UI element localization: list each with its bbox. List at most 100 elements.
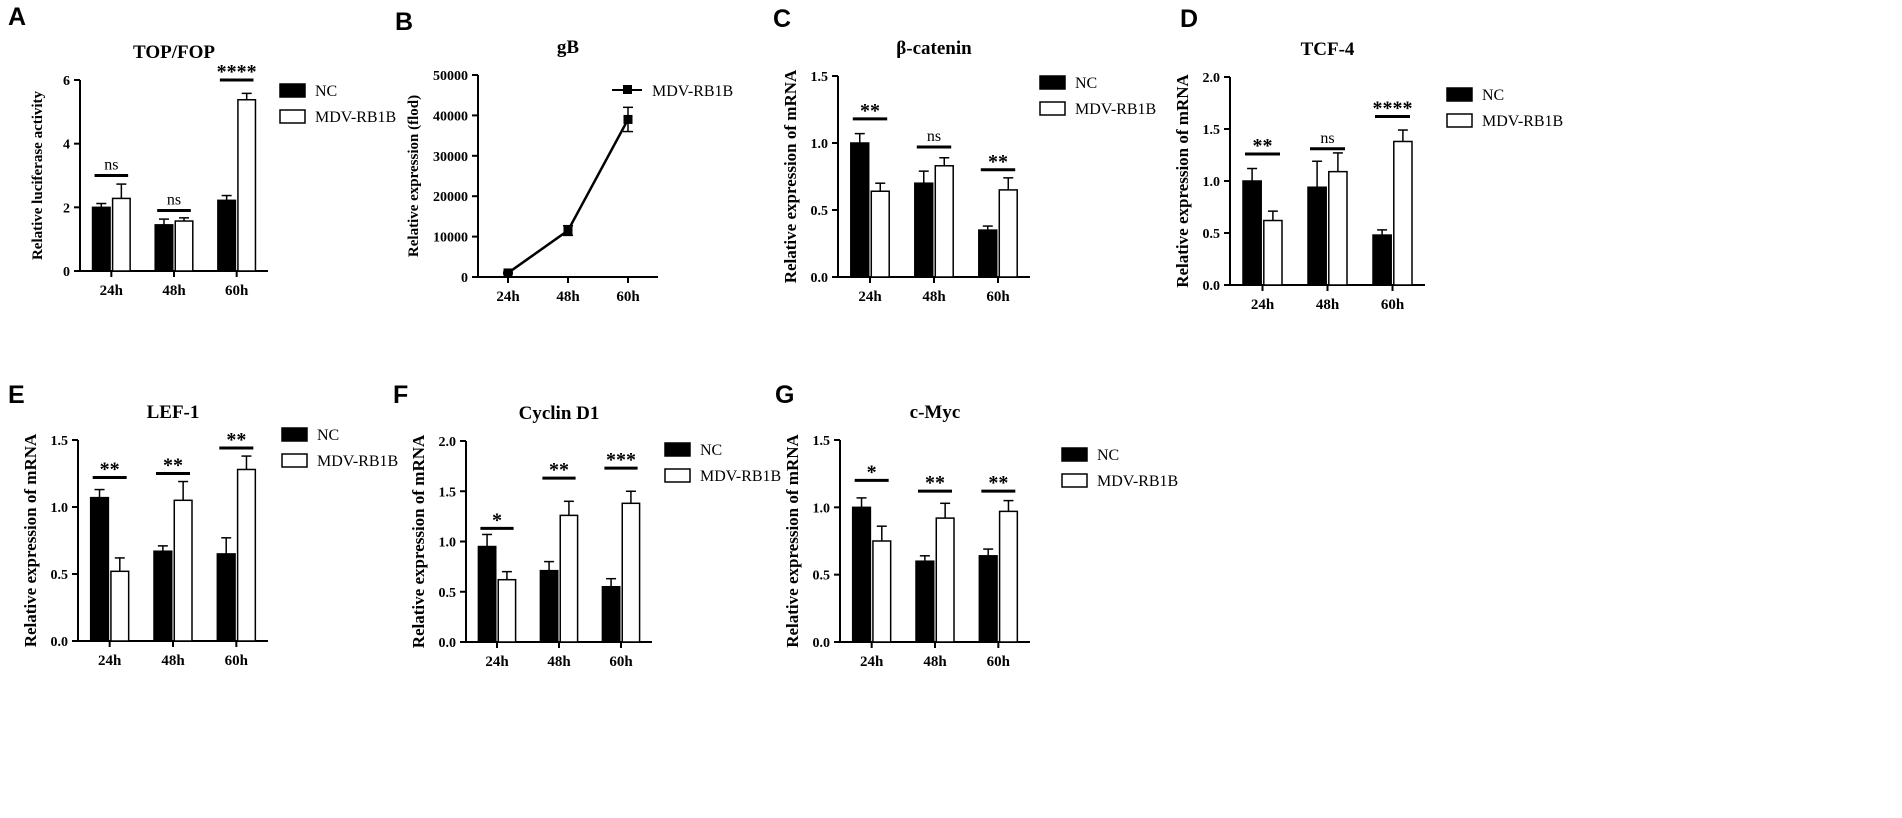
legend-label: NC	[1097, 447, 1119, 464]
y-tick-label: 0.0	[811, 271, 829, 286]
panel-f: F Cyclin D1 0.0 0.5 1.0 1.5 2.0 Relative expres…	[393, 381, 781, 670]
y-tick-label: 0.0	[1203, 279, 1221, 294]
bar-nc	[851, 506, 872, 643]
y-tick-label: 1.0	[51, 501, 69, 516]
legend-marker	[623, 85, 632, 94]
legend-swatch-nc	[279, 83, 306, 98]
x-tick-label: 24h	[858, 289, 882, 305]
significance-label: **	[925, 472, 945, 494]
y-axis-label: Relative expression (flod)	[406, 95, 422, 257]
bar-mdv-rb1b	[559, 514, 579, 643]
y-tick-label: 20000	[433, 190, 468, 205]
significance-label: **	[988, 472, 1008, 494]
bar-mdv-rb1b	[1263, 219, 1283, 286]
panel-letter: G	[775, 381, 794, 409]
bar-mdv-rb1b	[998, 510, 1019, 643]
y-axis-label: Relative expression of mRNA	[783, 433, 802, 647]
legend-swatch-nc	[281, 427, 308, 442]
x-tick-label: 48h	[161, 653, 185, 669]
bars	[91, 92, 257, 272]
y-tick-label: 1.5	[813, 434, 831, 449]
x-tick-label: 24h	[98, 653, 122, 669]
bars	[850, 132, 1018, 278]
x-tick-label: 24h	[860, 654, 884, 670]
x-tick-label: 60h	[225, 653, 249, 669]
bars	[851, 497, 1019, 643]
legend-label: MDV-RB1B	[700, 468, 781, 485]
legend-label: MDV-RB1B	[315, 109, 396, 126]
y-axis-label: Relative expression of mRNA	[21, 433, 40, 647]
legend-swatch-nc	[1039, 75, 1066, 90]
chart-title: gB	[557, 37, 580, 58]
panel-c: Cβ-catenin 0.0 0.5 1.0 1.5 Relative expressio…	[773, 5, 1156, 305]
legend-label: NC	[700, 442, 722, 459]
bars	[1242, 129, 1413, 286]
significance-label: **	[100, 459, 120, 481]
bar-nc	[153, 550, 173, 642]
x-tick-label: 60h	[616, 289, 640, 305]
y-tick-label: 1.5	[51, 434, 69, 449]
chart-title: β-catenin	[896, 38, 972, 59]
legend-label: NC	[315, 83, 337, 100]
x-tick-label: 24h	[496, 289, 520, 305]
bar-mdv-rb1b	[497, 578, 517, 643]
x-tick-label: 60h	[987, 654, 1011, 670]
legend-swatch-mdv-rb1b	[279, 109, 306, 124]
legend-label: MDV-RB1B	[1097, 473, 1178, 490]
x-tick-label: 24h	[100, 283, 124, 299]
bar-mdv-rb1b	[173, 499, 193, 642]
bar-mdv-rb1b	[1328, 170, 1348, 286]
legend-label: NC	[317, 427, 339, 444]
bar-nc	[1242, 180, 1262, 286]
legend-swatch-mdv-rb1b	[664, 468, 691, 483]
panel-letter: D	[1180, 5, 1198, 33]
legend-label: MDV-RB1B	[652, 83, 733, 100]
y-tick-label: 1.0	[811, 137, 829, 152]
chart-title: LEF-1	[147, 402, 200, 423]
x-tick-label: 48h	[922, 289, 946, 305]
significance-label: **	[549, 459, 569, 481]
panel-letter: F	[393, 381, 408, 409]
y-axis-label: Relative luciferase activity	[30, 90, 46, 260]
x-tick-label: 48h	[547, 654, 571, 670]
significance-label: *	[867, 461, 877, 483]
x-tick-label: 60h	[1381, 297, 1405, 313]
panel-b: BgB 0 10000 20000 30000 40000 50000 Relative ex…	[395, 8, 733, 305]
y-tick-label: 10000	[433, 231, 468, 246]
legend-swatch-nc	[1446, 87, 1473, 102]
panel-letter: B	[395, 8, 413, 36]
y-tick-label: 0	[63, 265, 70, 280]
bar-nc	[915, 560, 935, 643]
significance-label: ***	[606, 449, 636, 471]
bar-mdv-rb1b	[174, 220, 194, 272]
chart-title: TCF-4	[1301, 39, 1355, 60]
y-tick-label: 0.0	[439, 636, 457, 651]
bar-nc	[601, 585, 621, 643]
x-tick-label: 24h	[1251, 297, 1275, 313]
significance-label: **	[1253, 135, 1273, 157]
y-tick-label: 2	[63, 201, 70, 216]
y-tick-label: 1.5	[439, 485, 457, 500]
y-tick-label: 0.5	[1203, 227, 1221, 242]
bar-nc	[978, 555, 998, 643]
bar-nc	[89, 496, 110, 642]
legend-label: MDV-RB1B	[1075, 101, 1156, 118]
y-tick-label: 0.0	[813, 636, 831, 651]
panel-a: A TOP/FOP 0 2 4 6 Relative luciferase activity…	[8, 3, 396, 299]
significance-label: ns	[167, 192, 181, 209]
legend-label: NC	[1482, 87, 1504, 104]
panel-e: E LEF-1 0.0 0.5 1.0 1.5 Relative expression of…	[8, 381, 398, 669]
bar-nc	[1372, 234, 1392, 286]
y-tick-label: 1.0	[439, 536, 457, 551]
bar-mdv-rb1b	[934, 165, 954, 278]
data-point	[563, 226, 573, 236]
bars	[477, 490, 641, 643]
legend-swatch-mdv-rb1b	[1039, 101, 1066, 116]
panel-letter: E	[8, 381, 25, 409]
legend-swatch-nc	[664, 442, 691, 457]
bar-mdv-rb1b	[935, 517, 955, 643]
bar-mdv-rb1b	[236, 468, 257, 642]
data-point	[623, 114, 633, 124]
bar-nc	[217, 199, 237, 272]
